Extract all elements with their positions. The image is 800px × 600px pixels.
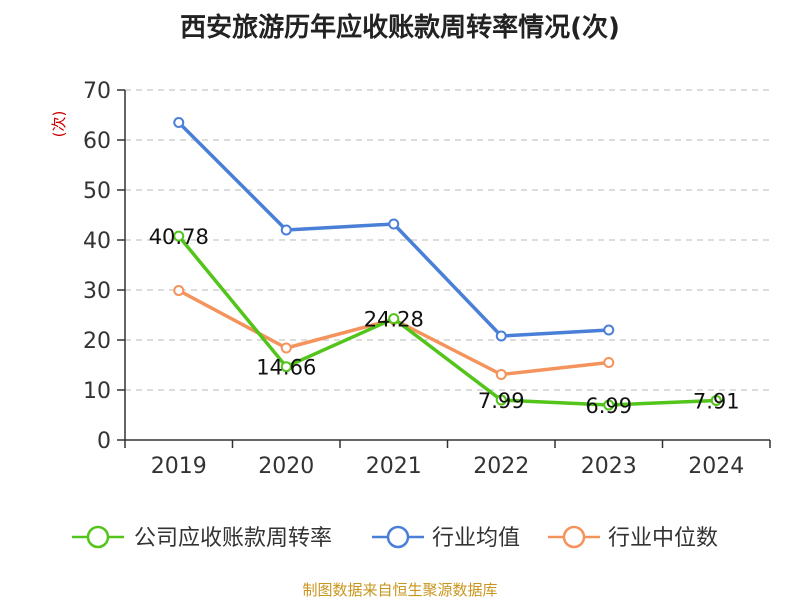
data-point [603, 399, 615, 411]
x-tick-label: 2024 [688, 454, 744, 479]
data-point [603, 357, 615, 368]
y-tick-label: 50 [83, 179, 111, 204]
axes: 0 10 20 30 40 50 60 70 2019 2020 2021 2022 2023 2024 [83, 79, 771, 479]
data-point [388, 313, 400, 325]
y-tick-label: 30 [83, 279, 111, 304]
chart-title: 西安旅游历年应收账款周转率情况(次) [180, 12, 620, 43]
y-tick-label: 20 [83, 329, 111, 354]
x-tick-label: 2021 [366, 454, 422, 479]
y-tick-label: 10 [83, 379, 111, 404]
data-point [388, 218, 400, 230]
data-point [495, 369, 507, 380]
y-tick-label: 40 [83, 229, 111, 254]
data-labels: 40.78 14.66 24.28 7.99 6.99 7.91 [149, 225, 740, 418]
data-point [173, 230, 185, 242]
legend-label-1: 行业均值 [432, 526, 520, 551]
legend-label-0: 公司应收账款周转率 [134, 526, 332, 551]
data-point [495, 394, 507, 406]
x-tick-label: 2022 [473, 454, 529, 479]
data-label: 7.91 [693, 389, 740, 413]
series-group [173, 117, 722, 411]
legend: 公司应收账款周转率 行业均值 行业中位数 [72, 525, 718, 551]
x-tick-label: 2023 [581, 454, 637, 479]
data-label: 14.66 [256, 356, 316, 380]
source-note: 制图数据来自恒生聚源数据库 [302, 581, 497, 599]
legend-marker-0 [86, 525, 110, 549]
y-axis-label: (次) [50, 111, 68, 138]
data-point [495, 330, 507, 342]
x-tick-label: 2019 [151, 454, 207, 479]
data-point [280, 342, 292, 354]
data-label: 7.99 [478, 389, 525, 413]
series-line-0 [177, 234, 717, 407]
data-point [710, 394, 722, 406]
data-point [173, 285, 185, 296]
data-label: 24.28 [364, 308, 424, 332]
data-point [603, 324, 615, 336]
x-tick-label: 2020 [258, 454, 314, 479]
legend-label-2: 行业中位数 [608, 526, 718, 551]
y-tick-label: 0 [97, 429, 111, 454]
legend-marker-1 [386, 525, 410, 549]
data-label: 6.99 [585, 394, 632, 418]
gridlines [125, 89, 770, 391]
data-point [173, 117, 185, 128]
data-point [280, 361, 292, 373]
data-point [280, 224, 292, 236]
legend-marker-2 [562, 525, 586, 549]
y-tick-label: 70 [83, 79, 111, 104]
data-label: 40.78 [149, 225, 209, 249]
y-tick-label: 60 [83, 129, 111, 154]
